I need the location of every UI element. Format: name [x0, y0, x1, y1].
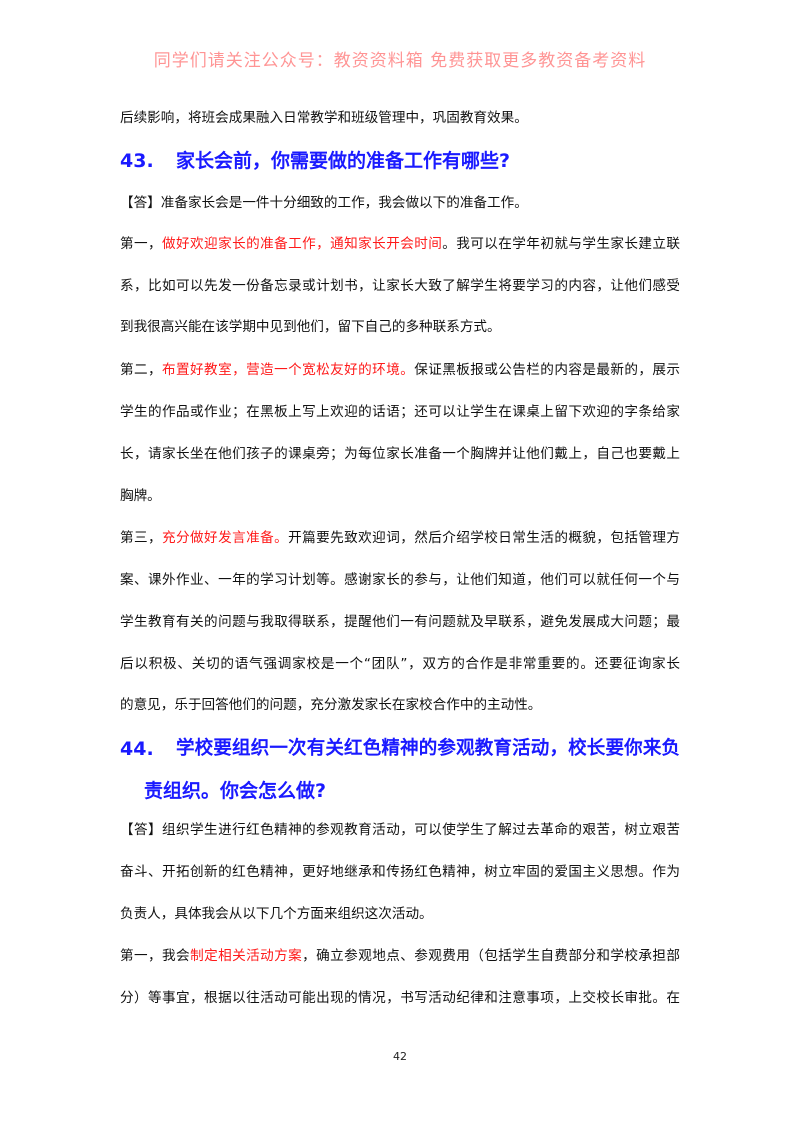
text-segment: 开篇要先致欢迎词，然后介绍学校日常生活的概貌，包括管理方: [288, 530, 680, 546]
highlighted-text: 布置好教室，营造一个宽松友好的环境。: [162, 362, 415, 378]
text-segment: 的意见，乐于回答他们的问题，充分激发家长在家校合作中的主动性。: [120, 697, 542, 713]
question-43-number: 43.: [120, 150, 154, 172]
text-line: 后以积极、关切的语气强调家校是一个“团队”，双方的合作是非常重要的。还要征询家长: [120, 654, 680, 674]
text-line: 到我很高兴能在该学期中见到他们，留下自己的多种联系方式。: [120, 317, 680, 337]
text-line: 负责人，具体我会从以下几个方面来组织这次活动。: [120, 904, 680, 924]
text-segment: 第三，: [120, 530, 163, 546]
text-segment: 负责人，具体我会从以下几个方面来组织这次活动。: [120, 906, 433, 922]
text-segment: 奋斗、开拓创新的红色精神，更好地继承和传扬红色精神，树立牢固的爱国主义思想。作为: [120, 864, 680, 880]
text-line: 学生的作品或作业；在黑板上写上欢迎的话语；还可以让学生在课桌上留下欢迎的字条给家: [120, 402, 680, 422]
question-44-title-line1: 学校要组织一次有关红色精神的参观教育活动，校长要你来负: [176, 738, 680, 759]
highlighted-text: 制定相关活动方案: [190, 948, 303, 964]
text-line: 后续影响，将班会成果融入日常教学和班级管理中，巩固教育效果。: [120, 108, 680, 128]
text-line: 长，请家长坐在他们孩子的课桌旁；为每位家长准备一个胸牌并让他们戴上，自己也要戴上: [120, 444, 680, 464]
page-number: 42: [393, 1050, 407, 1063]
question-44-title-line2: 责组织。你会怎么做?: [144, 780, 327, 802]
text-line: 分）等事宜，根据以往活动可能出现的情况，书写活动纪律和注意事项，上交校长审批。在: [120, 988, 680, 1008]
text-segment: 第一，我会: [120, 948, 191, 964]
text-segment: 学生教育有关的问题与我取得联系，提醒他们一有问题就及早联系，避免发展成大问题；最: [120, 614, 680, 630]
text-line: 第二，布置好教室，营造一个宽松友好的环境。保证黑板报或公告栏的内容是最新的，展示: [120, 360, 680, 380]
text-segment: 后续影响，将班会成果融入日常教学和班级管理中，巩固教育效果。: [120, 110, 528, 126]
text-line: 【答】准备家长会是一件十分细致的工作，我会做以下的准备工作。: [120, 193, 680, 213]
text-segment: 保证黑板报或公告栏的内容是最新的，展示: [414, 362, 680, 378]
watermark: 同学们请关注公众号：教资资料箱 免费获取更多教资备考资料: [153, 51, 647, 71]
text-segment: 长，请家长坐在他们孩子的课桌旁；为每位家长准备一个胸牌并让他们戴上，自己也要戴上: [120, 446, 680, 462]
text-segment: 胸牌。: [120, 488, 161, 504]
text-line: 第一，做好欢迎家长的准备工作，通知家长开会时间。我可以在学年初就与学生家长建立联: [120, 234, 680, 254]
text-segment: 学生的作品或作业；在黑板上写上欢迎的话语；还可以让学生在课桌上留下欢迎的字条给家: [120, 404, 680, 420]
text-segment: 第二，: [120, 362, 163, 378]
text-line: 【答】组织学生进行红色精神的参观教育活动，可以使学生了解过去革命的艰苦，树立艰苦: [120, 820, 680, 840]
text-line: 学生教育有关的问题与我取得联系，提醒他们一有问题就及早联系，避免发展成大问题；最: [120, 612, 680, 632]
question-43-title: 家长会前，你需要做的准备工作有哪些?: [176, 150, 511, 172]
text-line: 案、课外作业、一年的学习计划等。感谢家长的参与，让他们知道，他们可以就任何一个与: [120, 570, 680, 590]
highlighted-text: 做好欢迎家长的准备工作，通知家长开会时间: [162, 236, 443, 252]
text-segment: 【答】准备家长会是一件十分细致的工作，我会做以下的准备工作。: [120, 195, 528, 211]
text-line: 胸牌。: [120, 486, 680, 506]
text-line: 奋斗、开拓创新的红色精神，更好地继承和传扬红色精神，树立牢固的爱国主义思想。作为: [120, 862, 680, 882]
text-segment: 后以积极、关切的语气强调家校是一个“团队”，双方的合作是非常重要的。还要征询家长: [120, 656, 680, 672]
text-segment: 案、课外作业、一年的学习计划等。感谢家长的参与，让他们知道，他们可以就任何一个与: [120, 572, 680, 588]
highlighted-text: 充分做好发言准备。: [162, 530, 289, 546]
text-line: 第三，充分做好发言准备。开篇要先致欢迎词，然后介绍学校日常生活的概貌，包括管理方: [120, 528, 680, 548]
text-segment: 第一，: [120, 236, 163, 252]
text-segment: 系，比如可以先发一份备忘录或计划书，让家长大致了解学生将要学习的内容，让他们感受: [120, 278, 680, 294]
text-segment: 到我很高兴能在该学期中见到他们，留下自己的多种联系方式。: [120, 319, 501, 335]
text-segment: 分）等事宜，根据以往活动可能出现的情况，书写活动纪律和注意事项，上交校长审批。在: [120, 990, 680, 1006]
text-segment: ，确立参观地点、参观费用（包括学生自费部分和学校承担部: [302, 948, 681, 964]
question-44-number: 44.: [120, 738, 154, 760]
text-segment: 。我可以在学年初就与学生家长建立联: [442, 236, 681, 252]
text-line: 系，比如可以先发一份备忘录或计划书，让家长大致了解学生将要学习的内容，让他们感受: [120, 276, 680, 296]
text-segment: 【答】组织学生进行红色精神的参观教育活动，可以使学生了解过去革命的艰苦，树立艰苦: [120, 822, 680, 838]
text-line: 的意见，乐于回答他们的问题，充分激发家长在家校合作中的主动性。: [120, 695, 680, 715]
text-line: 第一，我会制定相关活动方案，确立参观地点、参观费用（包括学生自费部分和学校承担部: [120, 946, 680, 966]
